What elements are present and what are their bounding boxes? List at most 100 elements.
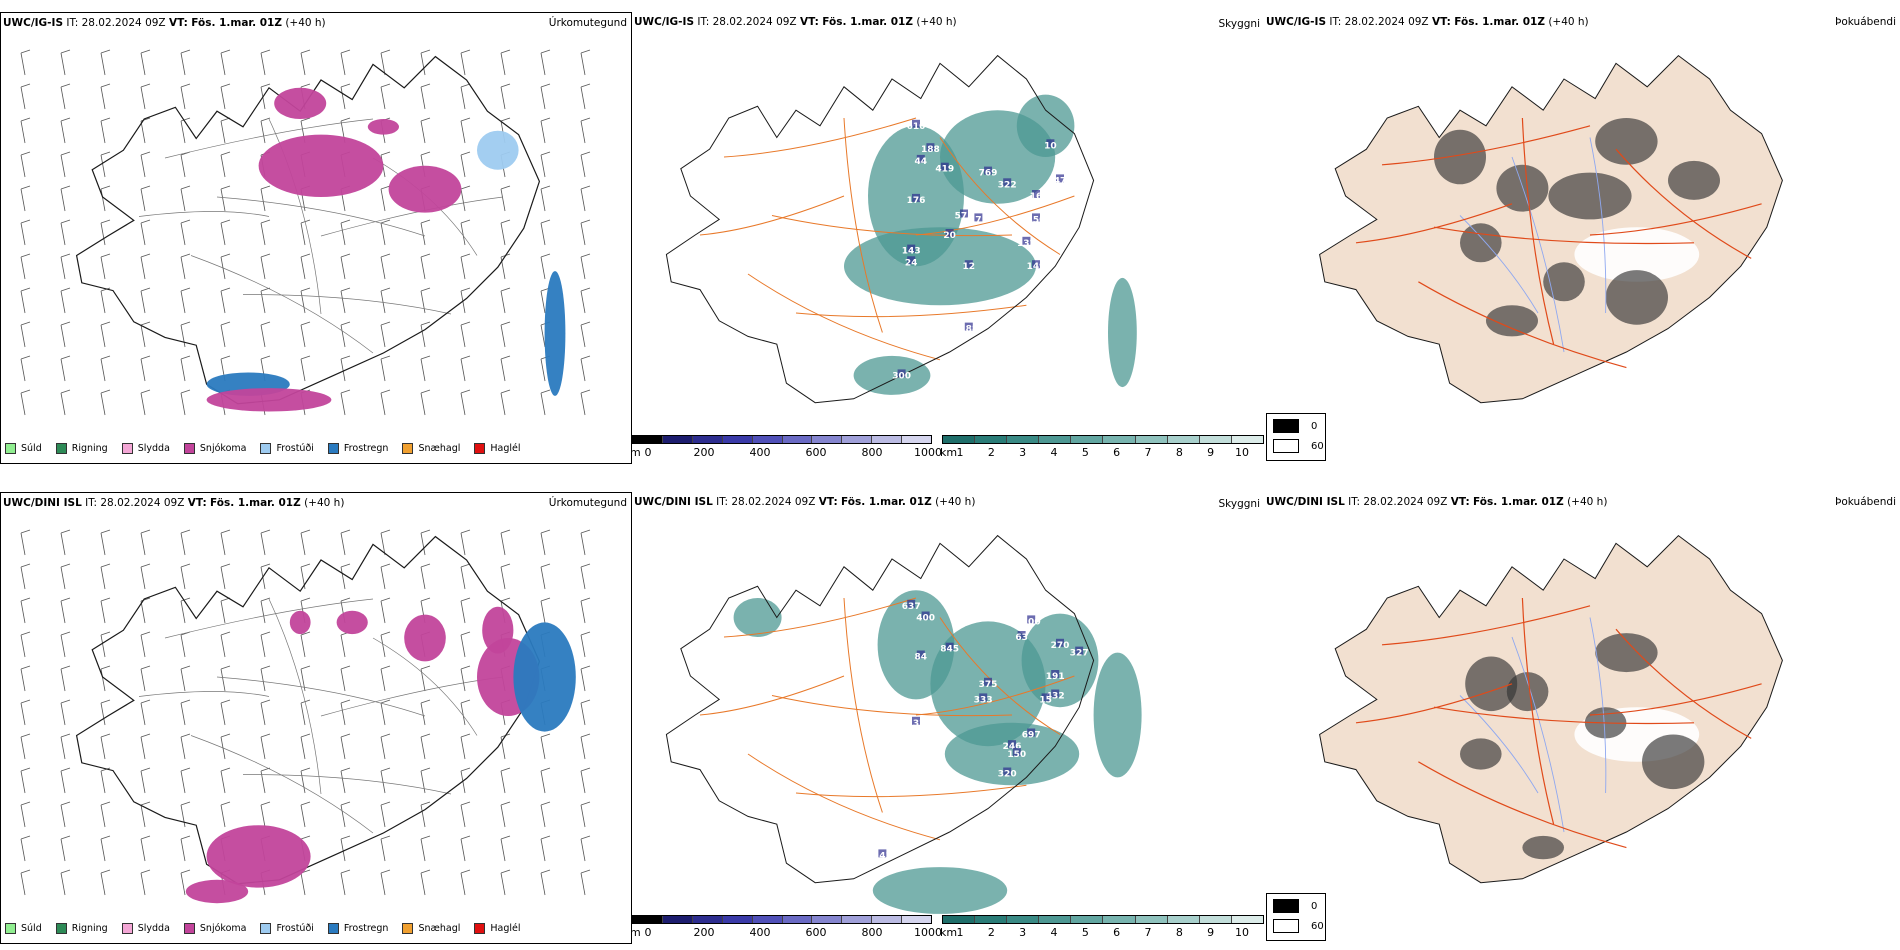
wind-barb-flag	[420, 597, 431, 602]
wind-barb-flag	[180, 355, 191, 360]
road	[268, 118, 322, 315]
legend-swatch	[327, 922, 339, 934]
wind-barb	[100, 392, 106, 416]
wind-barb-flag	[340, 389, 351, 394]
scale-color	[692, 916, 723, 923]
wind-barb-flag	[180, 665, 191, 670]
wind-barb	[580, 566, 586, 590]
precip-type-panel-top: UWC/IG-IS IT: 28.02.2024 09Z VT: Fös. 1.…	[0, 12, 632, 464]
wind-barb	[260, 702, 266, 726]
wind-barb-flag	[540, 219, 551, 224]
fog-key-top: 0 60	[1266, 413, 1326, 461]
legend-swatch	[5, 442, 16, 454]
wind-barb-flag	[580, 835, 591, 840]
wind-barb-flag	[380, 83, 391, 88]
wind-barb	[540, 120, 546, 144]
wind-barb-flag	[60, 699, 71, 704]
wind-barb-flag	[180, 117, 191, 122]
wind-barb	[20, 872, 26, 896]
road	[1355, 683, 1513, 724]
legend-label: Rigning	[71, 442, 108, 454]
wind-barb	[20, 804, 26, 828]
precip-area	[404, 614, 446, 662]
wind-barb	[220, 600, 226, 624]
wind-barb-flag	[460, 49, 471, 54]
wind-barb-flag	[300, 287, 311, 292]
road	[1521, 597, 1555, 825]
wind-barb-flag	[140, 287, 151, 292]
wind-barb-flag	[100, 83, 111, 88]
fog-key-item: 0	[1273, 419, 1317, 433]
legend-swatch	[260, 922, 272, 934]
road	[915, 195, 1075, 236]
wind-barb	[580, 634, 586, 658]
wind-barb	[580, 702, 586, 726]
wind-barb	[580, 256, 586, 280]
wind-barb	[380, 52, 386, 76]
road	[268, 598, 322, 795]
cloud-base-marker	[964, 322, 973, 331]
fog-panel-top: UWC/IG-IS IT: 28.02.2024 09Z VT: Fös. 1.…	[1264, 12, 1900, 464]
legend-swatch	[5, 922, 16, 934]
wind-barb	[340, 256, 346, 280]
wind-barb-flag	[180, 219, 191, 224]
wind-barb	[500, 222, 506, 246]
wind-barb	[340, 532, 346, 556]
wind-barb-flag	[220, 151, 231, 156]
wind-barb	[380, 222, 386, 246]
wind-barb-flag	[100, 151, 111, 156]
precip-type-panel-bottom: UWC/DINI ISL IT: 28.02.2024 09Z VT: Fös.…	[0, 492, 632, 944]
wind-barb	[300, 736, 306, 760]
wind-barb	[340, 86, 346, 110]
cloud-base-marker	[916, 650, 925, 659]
wind-barb-flag	[420, 219, 431, 224]
cloud-base-label: 10	[1044, 141, 1057, 151]
wind-barb	[420, 290, 426, 314]
wind-barb-flag	[420, 529, 431, 534]
wind-barb	[500, 358, 506, 382]
legend-label: Súld	[21, 922, 42, 934]
wind-barb	[260, 86, 266, 110]
wind-barb-flag	[260, 699, 271, 704]
wind-barb-flag	[540, 389, 551, 394]
road	[1589, 203, 1762, 236]
wind-barb-flag	[380, 389, 391, 394]
wind-barb-flag	[100, 801, 111, 806]
road	[1521, 117, 1555, 345]
road-network	[1355, 597, 1762, 849]
wind-barb-flag	[500, 219, 511, 224]
wind-barb-flag	[140, 253, 151, 258]
legend-item: Rigning	[55, 442, 108, 454]
precip-map-bottom	[20, 529, 591, 904]
wind-barb-flag	[460, 151, 471, 156]
wind-barb	[420, 392, 426, 416]
legend-item: Haglél	[474, 442, 521, 454]
wind-barb-flag	[500, 321, 511, 326]
wind-barb-flag	[340, 529, 351, 534]
wind-barb	[300, 770, 306, 794]
wind-barb-flag	[380, 835, 391, 840]
wind-barb	[460, 120, 466, 144]
wind-barb-flag	[420, 83, 431, 88]
wind-barb	[180, 532, 186, 556]
precip-area	[289, 610, 311, 635]
wind-barb	[340, 324, 346, 348]
wind-barb	[220, 52, 226, 76]
fog-key-label: 60	[1311, 920, 1324, 932]
scale-tick: 1000	[914, 446, 942, 459]
wind-barb-flag	[500, 83, 511, 88]
wind-barb-flag	[100, 49, 111, 54]
wind-barb-flag	[300, 253, 311, 258]
wind-barb	[180, 838, 186, 862]
wind-barb-flag	[580, 253, 591, 258]
wind-barb-flag	[60, 355, 71, 360]
wind-barb-flag	[340, 321, 351, 326]
wind-barb-flag	[580, 83, 591, 88]
legend-label: Haglél	[490, 922, 521, 934]
precip-area	[544, 271, 566, 396]
low-visibility-area	[1016, 94, 1075, 157]
legend-item: Rigning	[55, 922, 108, 934]
wind-barb	[140, 770, 146, 794]
precip-map-top	[20, 49, 591, 416]
wind-barb-flag	[580, 321, 591, 326]
